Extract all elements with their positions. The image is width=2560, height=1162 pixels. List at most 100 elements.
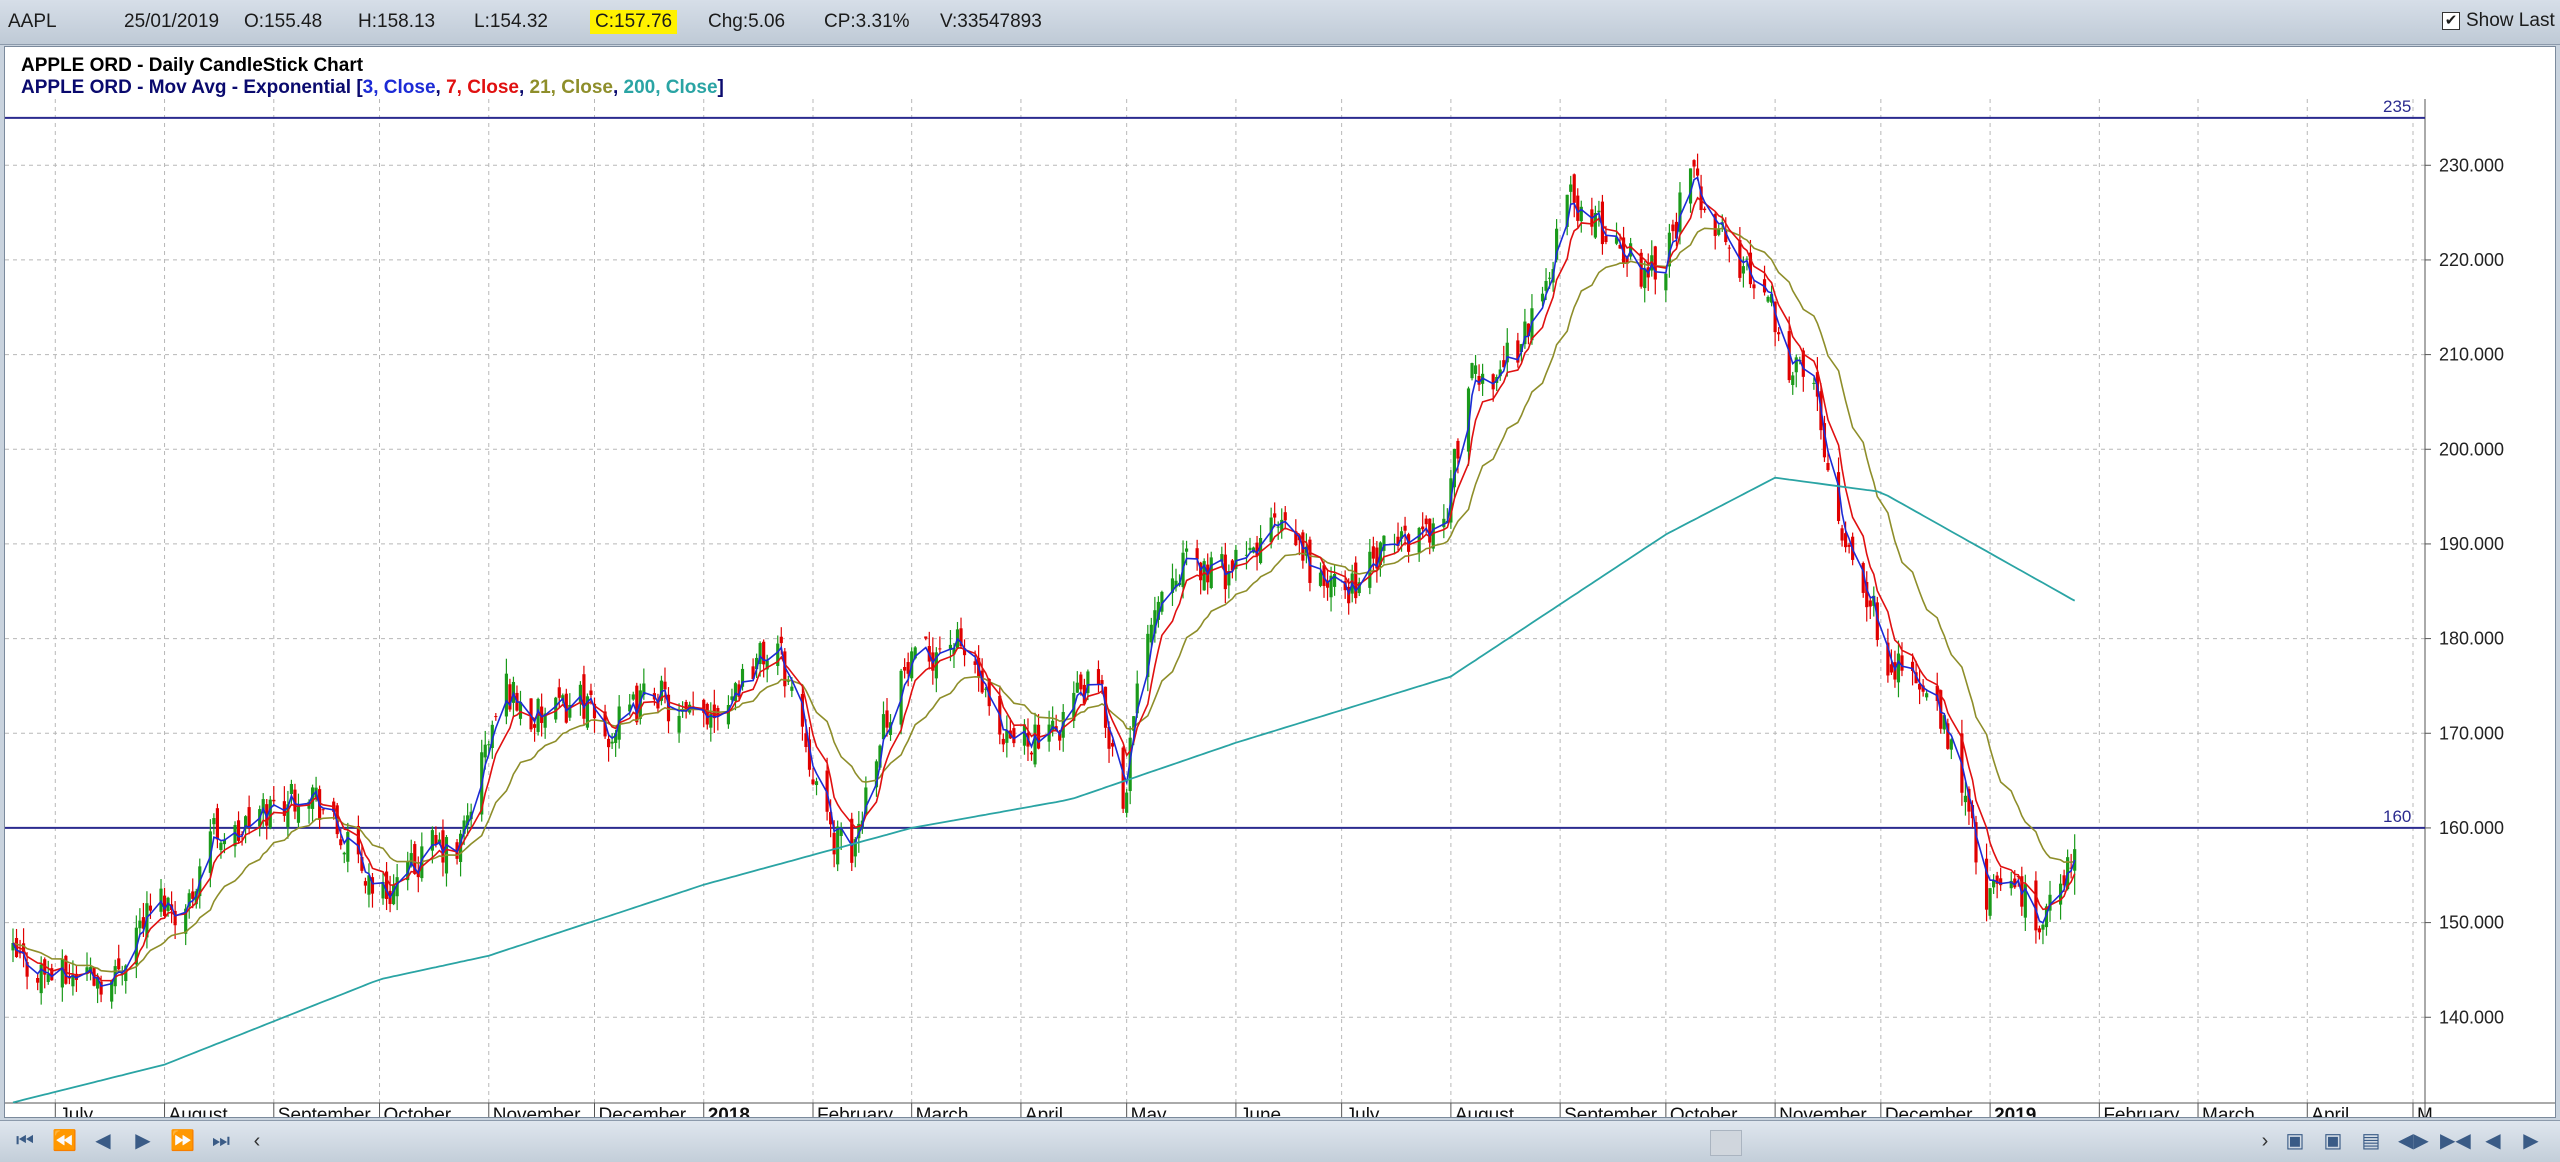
candle-body xyxy=(244,816,248,829)
candle-body xyxy=(762,641,766,665)
candle-body xyxy=(881,714,886,740)
next-icon[interactable]: ▶ xyxy=(135,1130,151,1152)
zoom-in-icon[interactable]: ▣ xyxy=(2285,1130,2305,1152)
candle-body xyxy=(1974,822,1978,863)
candle-body xyxy=(321,809,325,811)
scroll-left-icon[interactable]: ‹ xyxy=(253,1130,261,1152)
first-icon[interactable]: ⏮ xyxy=(16,1130,34,1152)
candle-body xyxy=(518,702,523,719)
candle-body xyxy=(504,673,508,717)
candle-body xyxy=(1202,561,1206,591)
candle-body xyxy=(1442,518,1446,528)
candle-body xyxy=(1692,160,1696,167)
candle-body xyxy=(959,628,963,647)
show-last-checkbox[interactable]: ✔ Show Last xyxy=(2442,10,2555,32)
candle-body xyxy=(2037,928,2042,933)
checkbox-icon[interactable]: ✔ xyxy=(2442,12,2460,30)
pan-right-icon[interactable]: ▶ xyxy=(2523,1130,2539,1152)
candle-body xyxy=(709,714,713,728)
candle-body xyxy=(1745,258,1749,260)
candle-body xyxy=(631,694,635,700)
candle-body xyxy=(272,799,276,802)
candle-body xyxy=(1653,246,1657,280)
pan-left-icon[interactable]: ◀ xyxy=(2485,1130,2501,1152)
candle-body xyxy=(1766,296,1770,302)
candle-body xyxy=(610,741,614,744)
candle-body xyxy=(751,666,755,679)
x-tick-label: August xyxy=(169,1105,229,1117)
x-tick-label: February xyxy=(2103,1105,2180,1117)
chart-title: APPLE ORD - Daily CandleStick Chart xyxy=(21,55,364,76)
candle-body xyxy=(1096,669,1101,685)
x-tick-label: M xyxy=(2417,1105,2433,1117)
candle-body xyxy=(938,648,942,650)
candle-body xyxy=(1984,858,1989,910)
candle-body xyxy=(1156,601,1160,620)
candle-body xyxy=(811,779,815,785)
prev-icon[interactable]: ◀ xyxy=(95,1130,111,1152)
candle-body xyxy=(790,686,794,691)
rewind-icon[interactable]: ⏪ xyxy=(52,1130,77,1152)
candle-body xyxy=(1403,525,1407,531)
candle-body xyxy=(1184,548,1189,552)
candle-body xyxy=(187,893,191,907)
candle-body xyxy=(2069,867,2073,869)
candle-body xyxy=(222,839,227,845)
zoom-fit-icon[interactable]: ▤ xyxy=(2361,1130,2381,1152)
candle-body xyxy=(1777,332,1781,335)
shrink-icon[interactable]: ◀▶ xyxy=(2398,1130,2429,1152)
horizontal-line-label: 235 xyxy=(2383,97,2411,116)
candle-body xyxy=(219,842,223,851)
candle-body xyxy=(1477,375,1481,385)
candle-body xyxy=(342,852,346,855)
fast-forward-icon[interactable]: ⏩ xyxy=(170,1130,195,1152)
candle-body xyxy=(1999,878,2003,886)
candle-body xyxy=(529,698,533,730)
candle-body xyxy=(913,647,917,659)
chart-panel[interactable]: 140.000 150.000 160.000 170.000 180.000 190.0… xyxy=(4,46,2556,1118)
candle-body xyxy=(1569,184,1573,192)
candle-body xyxy=(1029,752,1034,755)
candle-body xyxy=(1752,284,1756,289)
ema3-line xyxy=(12,176,2076,988)
candle-body xyxy=(1280,519,1284,532)
candle-body xyxy=(441,830,445,863)
y-tick-label: 150.000 xyxy=(2439,913,2504,933)
zoom-out-icon[interactable]: ▣ xyxy=(2323,1130,2343,1152)
candle-body xyxy=(36,978,40,983)
change-value: Chg:5.06 xyxy=(708,11,786,32)
candle-body xyxy=(829,812,833,825)
scrollbar-thumb[interactable] xyxy=(1710,1130,1742,1156)
candle-body xyxy=(191,891,195,899)
candle-body xyxy=(765,660,769,670)
candle-body xyxy=(1519,344,1523,353)
candle-body xyxy=(638,690,642,719)
candle-body xyxy=(138,920,142,929)
candle-body xyxy=(360,856,364,871)
candle-body xyxy=(1082,684,1086,704)
candle-body xyxy=(310,787,315,809)
candle-body xyxy=(215,808,219,840)
candle-body xyxy=(804,733,808,747)
candle-body xyxy=(1889,664,1893,673)
candle-body xyxy=(607,738,611,748)
candlestick-chart[interactable]: 140.000 150.000 160.000 170.000 180.000 190.0… xyxy=(5,47,2555,1117)
candle-body xyxy=(1724,229,1728,243)
last-icon[interactable]: ⏭ xyxy=(212,1130,230,1152)
candle-body xyxy=(885,710,889,728)
candle-body xyxy=(1791,375,1795,386)
candle-body xyxy=(1110,742,1115,747)
expand-icon[interactable]: ▶◀ xyxy=(2440,1130,2471,1152)
scroll-right-icon[interactable]: › xyxy=(2261,1130,2269,1152)
candle-body xyxy=(1604,235,1608,243)
candle-body xyxy=(1227,571,1231,586)
candle-body xyxy=(413,844,417,874)
ema200-line xyxy=(12,476,2076,1104)
candle-body xyxy=(1597,210,1601,213)
candle-body xyxy=(1244,554,1249,556)
candle-body xyxy=(1424,518,1428,525)
candle-body xyxy=(903,667,907,671)
candle-body xyxy=(1639,252,1643,287)
ema21-line xyxy=(12,227,2075,973)
candle-body xyxy=(783,651,787,687)
